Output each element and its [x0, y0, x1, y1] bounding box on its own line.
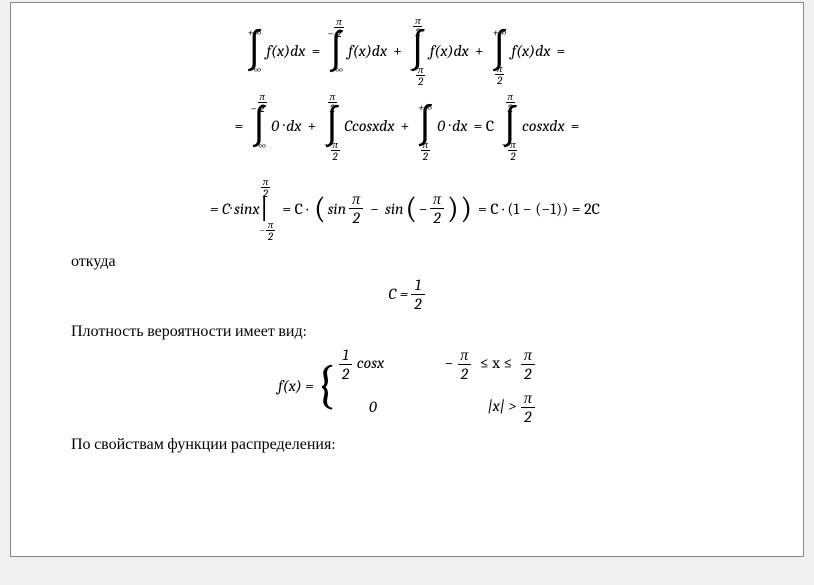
lhs: C = — [388, 285, 408, 303]
paren-close: ) — [461, 197, 472, 221]
integrand: 0 · dx — [271, 117, 301, 135]
rhs-frac: 12 — [411, 277, 424, 312]
integrand: cosxdx — [522, 117, 565, 135]
equals: = C · — [282, 200, 308, 218]
limit-lower: π2 — [494, 63, 506, 86]
evaluation-bar: π2 | −π2 — [260, 176, 277, 242]
integral-8: π2 ∫ − π2 — [501, 91, 519, 163]
integrand: f(x)dx — [267, 42, 306, 60]
integral-3: π2 ∫ − π2 — [409, 15, 427, 87]
limit-lower: − π2 — [324, 139, 341, 162]
equals: = — [311, 42, 320, 60]
equation-1: +∞ ∫ −∞ f(x)dx = − π2 ∫ −∞ f(x)dx + π2 ∫ — [71, 15, 743, 87]
lhs: f(x) = — [278, 377, 314, 395]
equation-2: = − π2 ∫ −∞ 0 · dx + π2 ∫ − π2 — [71, 91, 743, 163]
integral-7: +∞ ∫ π2 — [416, 91, 434, 162]
inner-paren-open: ( — [406, 197, 417, 221]
integrand: Ccosxdx — [344, 117, 394, 135]
plus: + — [393, 42, 402, 60]
integral-sign: ∫ — [416, 110, 434, 142]
limit-lower: − π2 — [409, 64, 426, 87]
neg: − — [419, 200, 427, 218]
integrand: f(x)dx — [430, 42, 469, 60]
equation-4: C = 12 — [71, 277, 743, 312]
integral-4: +∞ ∫ π2 — [491, 16, 509, 87]
equals-c: = C — [473, 117, 494, 135]
text-properties: По свойствам функции распределения: — [71, 435, 743, 454]
cosx: cosx — [357, 354, 384, 372]
integrand: 0 · dx — [437, 117, 467, 135]
equation-5: f(x) = { 12 cosx − π2 ≤ x ≤ π2 — [71, 347, 743, 425]
plus: + — [308, 117, 317, 135]
coef: 12 — [339, 347, 352, 382]
limit-lower: π2 — [420, 139, 432, 162]
inner-paren-close: ) — [447, 197, 458, 221]
limit-lower: −∞ — [253, 140, 267, 162]
limit-lower: − π2 — [502, 139, 519, 162]
piece-row-1: 12 cosx − π2 ≤ x ≤ π2 — [338, 347, 536, 382]
lead: = C· — [210, 200, 230, 218]
integral-sign: ∫ — [246, 35, 264, 67]
sin-label: sin — [328, 200, 347, 218]
limit-lower: −∞ — [248, 64, 262, 86]
piece-row-2: 0 |x| > π2 — [338, 390, 536, 425]
equals: = — [571, 117, 580, 135]
piecewise: { 12 cosx − π2 ≤ x ≤ π2 — [316, 347, 536, 425]
integral-sign: ∫ — [250, 111, 268, 143]
zero: 0 — [338, 398, 408, 416]
integral-1: +∞ ∫ −∞ — [246, 16, 264, 86]
brace: { — [316, 366, 336, 405]
limit-lower: −∞ — [329, 64, 343, 86]
integral-5: − π2 ∫ −∞ — [250, 91, 268, 162]
sin-label: sin — [385, 200, 404, 218]
func: sinx — [234, 200, 260, 218]
integral-2: − π2 ∫ −∞ — [327, 16, 345, 87]
plus: + — [400, 117, 409, 135]
sin2-arg: π2 — [430, 191, 444, 226]
plus: + — [475, 42, 484, 60]
integrand: f(x)dx — [348, 42, 387, 60]
integral-6: π2 ∫ − π2 — [323, 91, 341, 163]
equation-3: = C· sinx π2 | −π2 = C · ( sin π2 − sin … — [71, 176, 743, 242]
equals: = — [556, 42, 565, 60]
paren-open: ( — [314, 197, 325, 221]
page: +∞ ∫ −∞ f(x)dx = − π2 ∫ −∞ f(x)dx + π2 ∫ — [10, 2, 804, 557]
minus: − — [370, 200, 379, 218]
tail: = C · (1 − (−1)) = 2C — [478, 200, 600, 218]
integrand: f(x)dx — [512, 42, 551, 60]
sin1-arg: π2 — [349, 191, 363, 226]
text-density: Плотность вероятности имеет вид: — [71, 322, 743, 341]
equals: = — [235, 117, 244, 135]
text-whence: откуда — [71, 252, 743, 271]
integral-sign: ∫ — [409, 35, 427, 67]
